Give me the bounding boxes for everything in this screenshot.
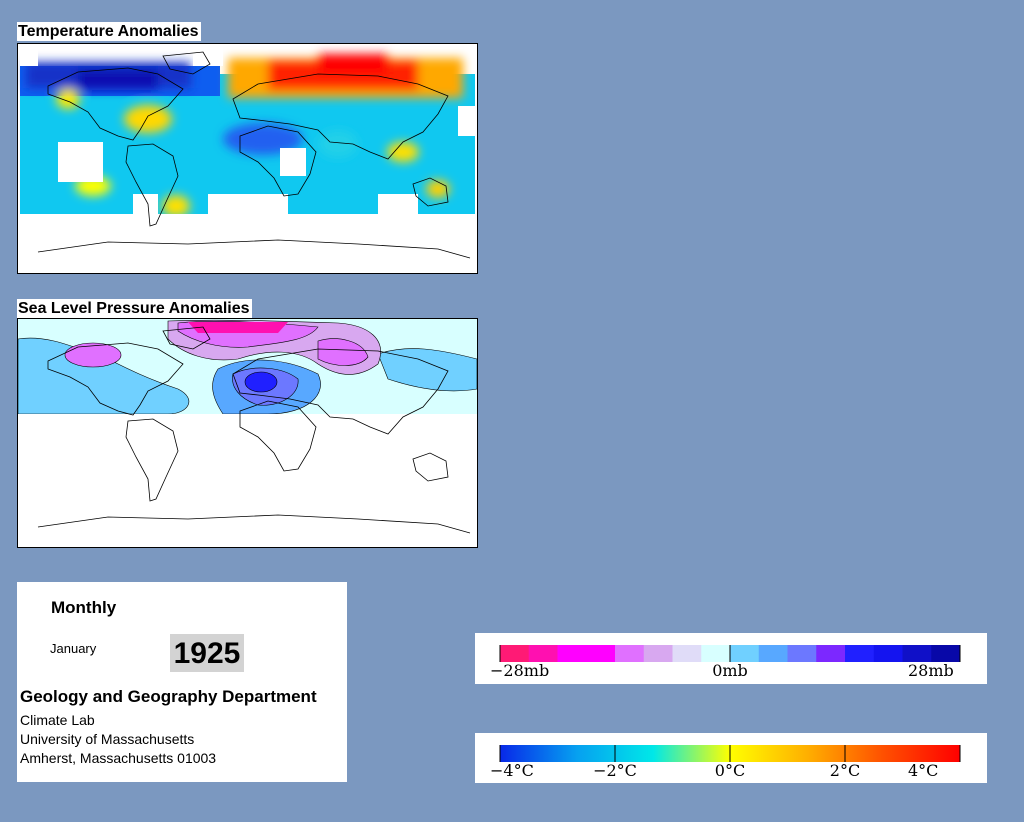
pressure-tick-label: −28mb [490, 661, 550, 680]
temperature-colorbar [499, 745, 961, 762]
pressure-color-swatch [586, 645, 616, 662]
pressure-color-swatch [816, 645, 846, 662]
year-display: 1925 [170, 634, 244, 672]
pressure-anomaly-field [18, 319, 477, 547]
period-label: Monthly [51, 598, 117, 617]
pressure-color-swatch [557, 645, 587, 662]
pressure-color-swatch [931, 645, 961, 662]
coastlines [37, 51, 471, 259]
address: Amherst, Massachusetts 01003 [20, 750, 217, 766]
pressure-color-swatch [758, 645, 788, 662]
pressure-color-swatch [615, 645, 645, 662]
lab-name: Climate Lab [20, 712, 95, 728]
pressure-map-title: Sea Level Pressure Anomalies [17, 299, 252, 318]
info-panel: Monthly January 1925 Geology and Geograp… [17, 582, 347, 782]
temperature-map-title: Temperature Anomalies [17, 22, 201, 41]
temperature-tick-label: 0°C [714, 761, 746, 780]
university-name: University of Massachusetts [20, 731, 195, 747]
pressure-colorbar [499, 645, 961, 662]
coastlines [37, 326, 471, 534]
temperature-legend: −4°C −2°C 0°C 2°C 4°C [475, 733, 987, 783]
temperature-anomaly-field [20, 46, 475, 271]
pressure-color-swatch [643, 645, 673, 662]
pressure-color-swatch [845, 645, 875, 662]
temperature-tick-label: −2°C [593, 761, 637, 780]
month-label: January [50, 641, 97, 656]
pressure-color-swatch [672, 645, 702, 662]
pressure-color-swatch [787, 645, 817, 662]
pressure-color-swatch [500, 645, 530, 662]
temperature-tick-label: 2°C [829, 761, 861, 780]
department-name: Geology and Geography Department [20, 687, 317, 706]
pressure-color-swatch [528, 645, 558, 662]
pressure-tick-label: 28mb [908, 661, 954, 680]
temperature-anomaly-map [17, 43, 478, 274]
pressure-legend: −28mb 0mb 28mb [475, 633, 987, 684]
pressure-color-swatch [701, 645, 731, 662]
pressure-color-swatch [873, 645, 903, 662]
pressure-anomaly-map [17, 318, 478, 548]
temperature-tick-label: 4°C [908, 761, 939, 780]
temperature-tick-label: −4°C [490, 761, 534, 780]
pressure-color-swatch [902, 645, 932, 662]
pressure-tick-label: 0mb [712, 661, 748, 680]
pressure-color-swatch [730, 645, 760, 662]
